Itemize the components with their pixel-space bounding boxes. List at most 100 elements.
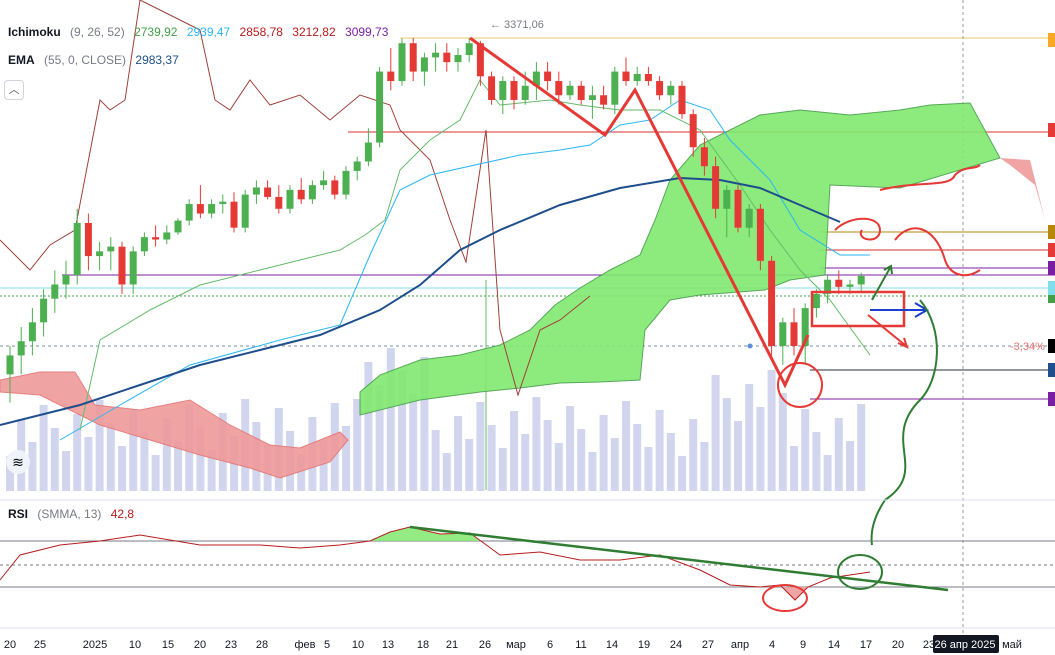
volume-bar <box>532 397 541 491</box>
x-tick-label: 14 <box>606 639 618 651</box>
candle-body <box>409 43 417 72</box>
candle-body <box>387 71 395 82</box>
volume-bar <box>84 437 93 491</box>
chevron-up-icon[interactable]: ︿ <box>4 80 24 100</box>
candle-body <box>331 180 339 195</box>
percent-label: -3,34% <box>1010 341 1045 353</box>
ichimoku-legend[interactable]: Ichimoku (9, 26, 52) 2739,92 2939,47 285… <box>8 25 394 39</box>
candle-body <box>488 76 496 100</box>
volume-bar <box>510 411 518 491</box>
rsi-legend[interactable]: RSI (SMMA, 13) 42,8 <box>8 507 140 521</box>
price-tag <box>1048 225 1055 239</box>
volume-bar <box>6 456 14 491</box>
price-dot <box>747 343 753 349</box>
volume-bar <box>610 438 619 491</box>
candle-body <box>510 81 518 100</box>
candle-body <box>600 95 608 105</box>
volume-bar <box>857 404 866 491</box>
ema-line <box>0 176 841 426</box>
volume-bar <box>297 454 306 491</box>
volume-bar <box>62 451 70 491</box>
rsi-trendline <box>409 525 949 592</box>
ichimoku-value-conversion: 2739,92 <box>134 25 178 39</box>
ema-legend[interactable]: EMA (55, 0, CLOSE) 2983,37 <box>8 53 185 67</box>
volume-bar <box>28 442 37 491</box>
candle-body <box>84 222 92 257</box>
volume-bar <box>577 429 586 491</box>
down-arrow <box>867 314 909 349</box>
candle-body <box>208 204 216 214</box>
candle-body <box>465 43 473 56</box>
ema-name: EMA <box>8 53 35 67</box>
candle-body <box>398 43 406 82</box>
x-tick-label: 18 <box>417 639 429 651</box>
candle-body <box>241 194 249 228</box>
volume-bar <box>129 409 138 491</box>
x-tick-label: 15 <box>162 639 174 651</box>
candle-body <box>588 95 596 100</box>
x-tick-label: 27 <box>702 639 714 651</box>
rsi-value: 42,8 <box>110 507 135 521</box>
volume-bar <box>431 430 440 491</box>
ichimoku-value-base: 2939,47 <box>186 25 231 39</box>
volume-bar <box>767 370 776 491</box>
candle-body <box>443 52 451 63</box>
kumo-bearish-future <box>1000 158 1045 220</box>
candle-body <box>185 204 193 221</box>
candle-body <box>40 298 48 323</box>
candle-body <box>107 246 115 252</box>
candle-body <box>857 275 865 285</box>
candle-body <box>644 73 652 82</box>
x-tick-label: май <box>1002 639 1022 651</box>
volume-bar <box>823 455 832 491</box>
volume-bar <box>319 440 328 491</box>
rsi-line <box>0 526 871 601</box>
candle-body <box>790 322 798 346</box>
candle-body <box>779 322 787 346</box>
candle-body <box>320 180 328 186</box>
candle-body <box>768 260 776 346</box>
candle-body <box>499 81 507 100</box>
price-tag <box>1048 261 1055 275</box>
projection-arrow <box>870 302 929 318</box>
ichimoku-value-span-b: 3099,73 <box>345 25 389 39</box>
volume-bar <box>778 393 787 491</box>
x-tick-label: 28 <box>256 639 268 651</box>
volume-bar <box>353 399 362 491</box>
ichimoku-value-lagging: 2858,78 <box>239 25 283 39</box>
x-tick-label: 20 <box>4 639 16 651</box>
volume-bar <box>106 423 115 491</box>
rsi-name: RSI <box>8 507 29 521</box>
candle-body <box>230 201 238 228</box>
x-tick-label: 25 <box>34 639 46 651</box>
volume-bar <box>73 414 82 491</box>
x-tick-label: 23 <box>225 639 237 651</box>
price-tag <box>1048 243 1055 257</box>
volume-bar <box>162 418 171 491</box>
candle-body <box>96 251 104 257</box>
price-tag <box>1048 392 1055 406</box>
volume-bar <box>498 448 507 491</box>
candle-body <box>532 71 540 86</box>
price-tag <box>1048 123 1055 137</box>
candle-body <box>51 284 59 299</box>
x-tick-label: 11 <box>575 639 586 651</box>
volume-bar <box>734 421 742 491</box>
red-sketch <box>894 227 981 277</box>
x-tick-label: мар <box>506 639 526 651</box>
candle-body <box>835 279 843 287</box>
volume-bar <box>722 398 731 491</box>
candle-body <box>566 85 574 96</box>
candle-body <box>577 85 585 100</box>
candle-body <box>622 71 630 82</box>
candle-body <box>62 275 70 285</box>
candle-body <box>656 81 664 96</box>
volume-bar <box>543 420 552 491</box>
candle-body <box>689 114 697 148</box>
x-tick-label: 19 <box>638 639 650 651</box>
x-tick-label: 23 <box>923 639 935 651</box>
x-tick-label: 4 <box>769 639 775 651</box>
x-tick-label: 24 <box>670 639 682 651</box>
volume-bar <box>622 401 630 491</box>
